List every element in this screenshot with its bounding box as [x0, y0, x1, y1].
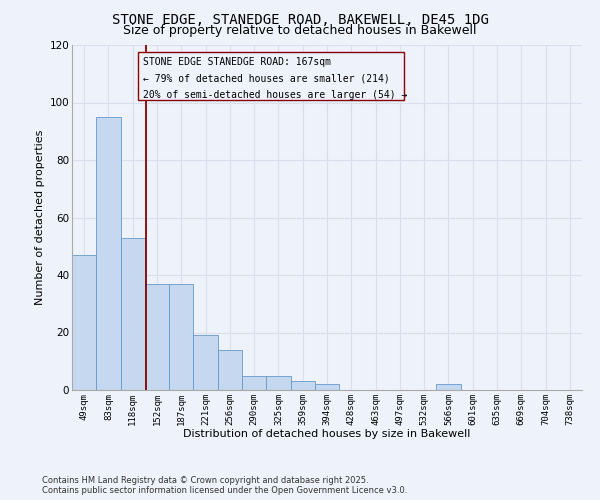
Bar: [145, 284, 169, 390]
Bar: [121, 238, 145, 390]
FancyBboxPatch shape: [139, 52, 404, 100]
Bar: [315, 384, 339, 390]
Bar: [242, 376, 266, 390]
Text: ← 79% of detached houses are smaller (214): ← 79% of detached houses are smaller (21…: [143, 74, 390, 84]
Y-axis label: Number of detached properties: Number of detached properties: [35, 130, 46, 305]
Bar: [169, 284, 193, 390]
Text: Contains HM Land Registry data © Crown copyright and database right 2025.
Contai: Contains HM Land Registry data © Crown c…: [42, 476, 407, 495]
Text: 20% of semi-detached houses are larger (54) →: 20% of semi-detached houses are larger (…: [143, 90, 408, 100]
Bar: [266, 376, 290, 390]
Bar: [193, 336, 218, 390]
Bar: [96, 117, 121, 390]
X-axis label: Distribution of detached houses by size in Bakewell: Distribution of detached houses by size …: [184, 429, 470, 439]
Text: STONE EDGE STANEDGE ROAD: 167sqm: STONE EDGE STANEDGE ROAD: 167sqm: [143, 57, 331, 67]
Bar: [218, 350, 242, 390]
Text: Size of property relative to detached houses in Bakewell: Size of property relative to detached ho…: [123, 24, 477, 37]
Bar: [72, 255, 96, 390]
Text: STONE EDGE, STANEDGE ROAD, BAKEWELL, DE45 1DG: STONE EDGE, STANEDGE ROAD, BAKEWELL, DE4…: [112, 12, 488, 26]
Bar: [436, 384, 461, 390]
Bar: [290, 382, 315, 390]
